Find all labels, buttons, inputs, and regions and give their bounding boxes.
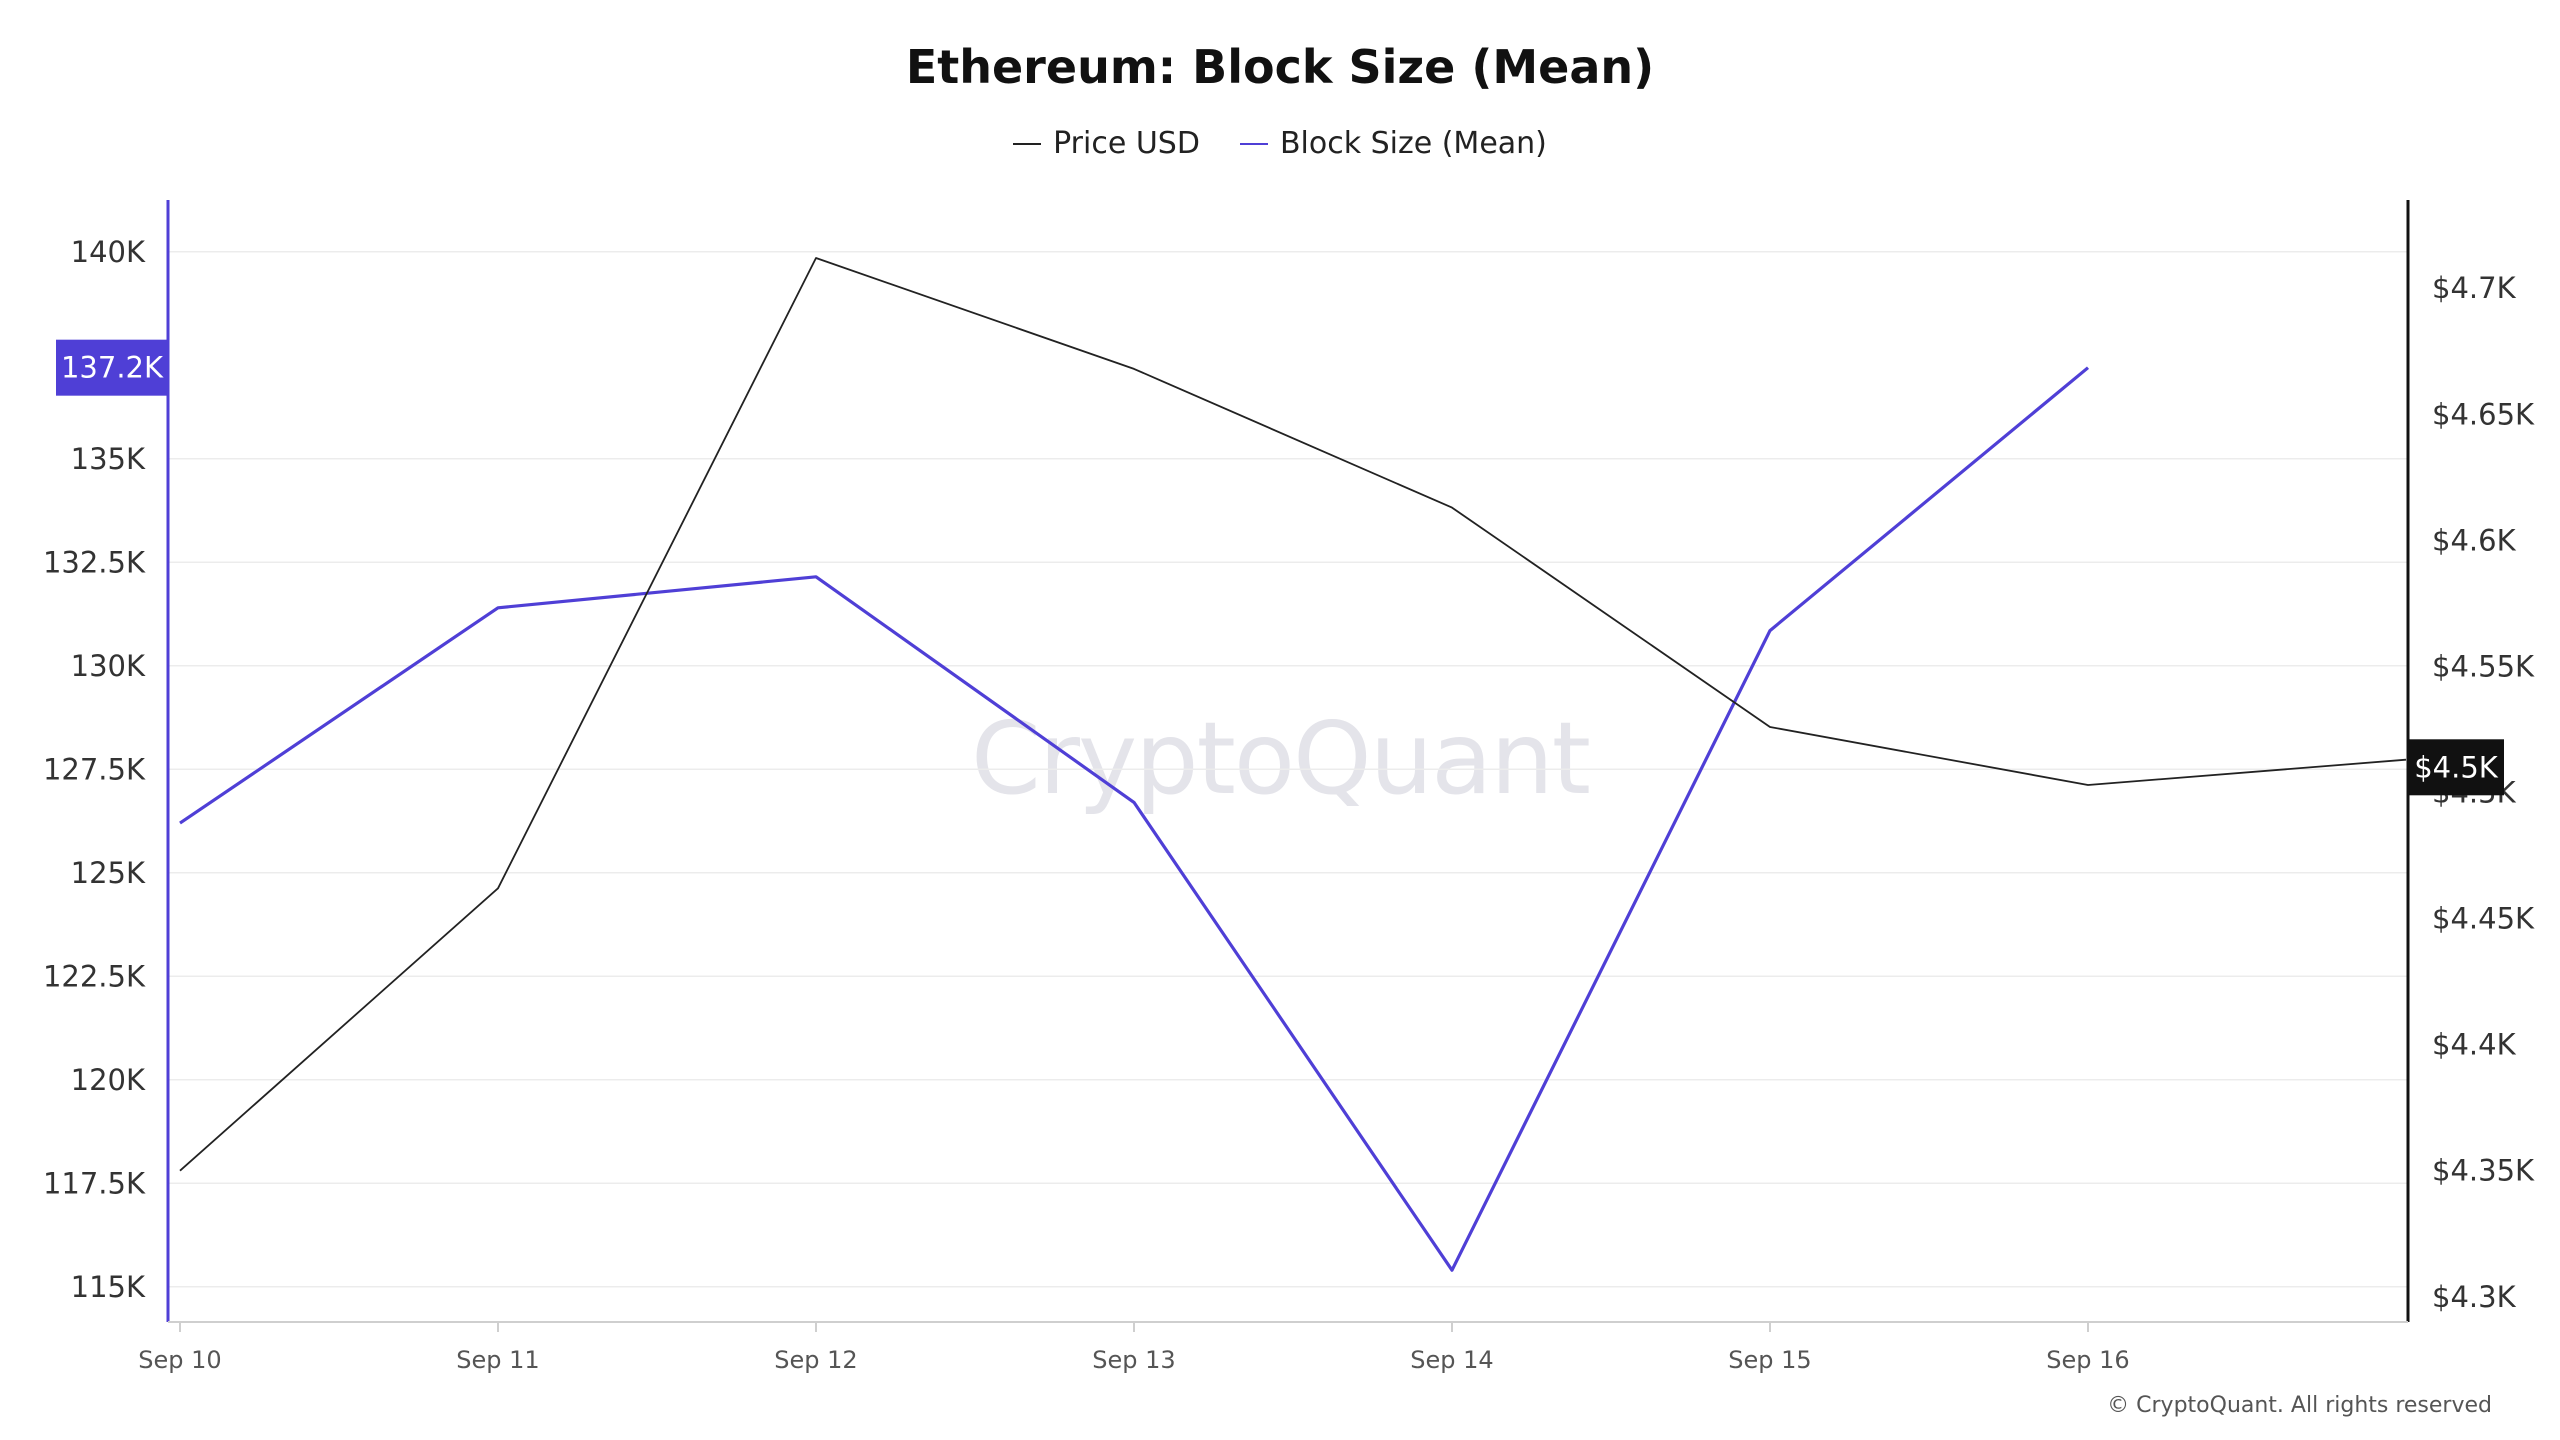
chart-title: Ethereum: Block Size (Mean) — [905, 40, 1655, 94]
left-tick-label: 140K — [71, 235, 146, 269]
right-tick-label: $4.65K — [2432, 397, 2535, 431]
x-tick-label: Sep 14 — [1410, 1346, 1493, 1374]
right-value-badge — [2408, 739, 2504, 796]
axes-layer — [166, 200, 2410, 1332]
legend-label-block-size: Block Size (Mean) — [1279, 126, 1547, 161]
x-tick-label: Sep 13 — [1092, 1346, 1175, 1374]
legend-label-price: Price USD — [1053, 126, 1200, 161]
left-value-badge-label: 137.2K — [61, 351, 164, 385]
right-tick-label: $4.6K — [2432, 523, 2517, 557]
x-tick-label: Sep 15 — [1728, 1346, 1811, 1374]
legend-swatch-price — [1013, 142, 1042, 145]
left-tick-label: 122.5K — [43, 959, 146, 993]
left-tick-label: 117.5K — [43, 1166, 146, 1200]
right-tick-label: $4.55K — [2432, 649, 2535, 683]
left-tick-label: 132.5K — [43, 545, 146, 579]
x-tick-label: Sep 12 — [774, 1346, 857, 1374]
grid-layer — [168, 251, 2408, 1288]
legend-item-price[interactable]: Price USD — [1013, 126, 1200, 161]
series-layer — [179, 257, 2407, 1272]
labels-layer: 115K 117.5K 120K 122.5K 125K 127.5K 130K 132.5K… — [43, 235, 2535, 1374]
left-tick-label: 120K — [71, 1063, 146, 1097]
right-tick-label: $4.35K — [2432, 1154, 2535, 1188]
x-tick-label: Sep 11 — [456, 1346, 539, 1374]
left-tick-label: 115K — [71, 1270, 146, 1304]
x-tick-label: Sep 16 — [2046, 1346, 2129, 1374]
x-tick-label: Sep 10 — [138, 1346, 221, 1374]
legend-swatch-block-size — [1239, 142, 1268, 145]
right-tick-label: $4.45K — [2432, 902, 2535, 936]
copyright-text: © CryptoQuant. All rights reserved — [2107, 1393, 2492, 1418]
legend-item-block-size[interactable]: Block Size (Mean) — [1239, 126, 1547, 161]
left-tick-label: 125K — [71, 856, 146, 890]
left-value-badge — [56, 339, 168, 396]
left-tick-label: 135K — [71, 442, 146, 476]
series-line-price-usd — [179, 257, 2407, 1172]
right-tick-label: $4.7K — [2432, 271, 2517, 305]
left-tick-label: 130K — [71, 649, 146, 683]
legend: Price USD Block Size (Mean) — [0, 126, 2560, 161]
right-tick-label: $4.4K — [2432, 1028, 2517, 1062]
right-tick-label: $4.3K — [2432, 1280, 2517, 1314]
right-value-badge-label: $4.5K — [2414, 750, 2499, 784]
series-line-block-size-mean — [179, 366, 2090, 1272]
left-tick-label: 127.5K — [43, 752, 146, 786]
